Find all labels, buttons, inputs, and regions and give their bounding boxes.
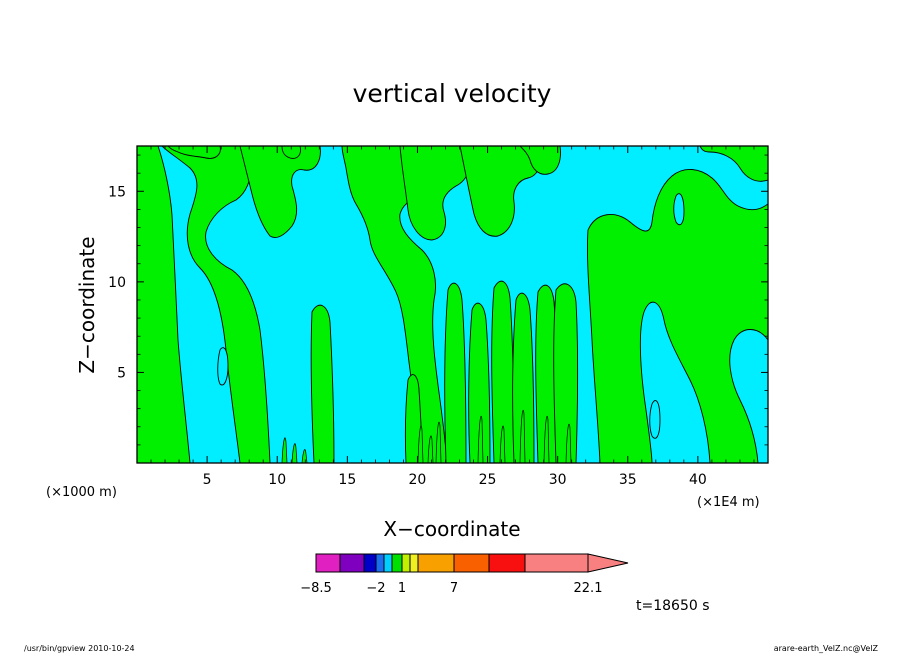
- colorbar-segment: [315, 553, 341, 573]
- x-tick-label: 30: [549, 472, 567, 488]
- footer-left: /usr/bin/gpview 2010-10-24: [24, 644, 135, 653]
- surface-noise: [291, 443, 298, 463]
- colorbar-tick-label: 22.1: [574, 581, 603, 596]
- footer-right: arare-earth_VelZ.nc@VelZ: [774, 644, 879, 653]
- colorbar-extension-arrow: [587, 553, 629, 573]
- colorbar-ticks: −8.5 −2 1 7 22.1: [300, 581, 602, 596]
- surface-noise: [565, 423, 572, 463]
- time-label: t=18650 s: [636, 598, 710, 614]
- positive-region: [699, 146, 768, 182]
- positive-region: [553, 283, 578, 463]
- x-tick-label: 35: [619, 472, 637, 488]
- positive-region: [399, 146, 472, 241]
- surface-noise: [281, 437, 288, 463]
- colorbar-segment: [375, 553, 385, 573]
- positive-region: [310, 304, 335, 463]
- positive-region: [161, 146, 271, 463]
- y-tick-label: 5: [117, 365, 126, 381]
- x-axis-unit: (×1E4 m): [697, 495, 760, 510]
- chart-title: vertical velocity: [353, 79, 552, 108]
- plot-area: [137, 146, 768, 463]
- colorbar-tick-label: 7: [450, 581, 458, 596]
- y-tick-label: 15: [108, 184, 126, 200]
- x-tick-label: 5: [203, 472, 212, 488]
- x-tick-label: 15: [338, 472, 356, 488]
- colorbar-segment: [383, 553, 393, 573]
- positive-region: [341, 146, 448, 463]
- colorbar-segment: [339, 553, 365, 573]
- surface-noise: [543, 415, 550, 463]
- colorbar-tick-label: 1: [398, 581, 406, 596]
- x-tick-label: 10: [268, 472, 286, 488]
- colorbar-segment: [401, 553, 411, 573]
- surface-noise: [519, 409, 526, 463]
- positive-velocity-regions: [137, 146, 768, 463]
- y-tick-label: 10: [108, 275, 126, 291]
- colorbar-segment: [391, 553, 403, 573]
- positive-region: [512, 292, 535, 463]
- y-axis-ticks: 5 10 15: [108, 154, 768, 446]
- surface-noise: [435, 421, 442, 463]
- negative-pocket: [649, 400, 661, 439]
- surface-noise: [477, 415, 484, 463]
- x-axis-ticks: 5 10 15 20 25 30 35 40: [150, 146, 755, 488]
- surface-noise: [499, 425, 506, 463]
- colorbar-segment: [524, 553, 589, 573]
- positive-region: [444, 282, 467, 463]
- x-tick-label: 20: [409, 472, 427, 488]
- positive-region: [459, 146, 542, 237]
- colorbar-tick-label: −2: [366, 581, 385, 596]
- x-tick-label: 25: [479, 472, 497, 488]
- y-axis-title: Z−coordinate: [75, 236, 99, 373]
- x-axis-title: X−coordinate: [383, 517, 520, 541]
- positive-region: [239, 146, 321, 238]
- positive-region: [519, 146, 561, 175]
- surface-noise: [427, 435, 434, 463]
- colorbar-segment: [363, 553, 377, 573]
- positive-region: [281, 146, 301, 159]
- colorbar-tick-label: −8.5: [300, 581, 332, 596]
- surface-noise: [417, 425, 424, 463]
- colorbar-segment: [453, 553, 490, 573]
- positive-region: [137, 146, 191, 463]
- negative-pocket: [217, 347, 229, 386]
- positive-region: [587, 169, 768, 463]
- plot-frame: [136, 145, 769, 464]
- x-tick-label: 40: [689, 472, 707, 488]
- colorbar-segment: [488, 553, 526, 573]
- surface-noise: [301, 449, 308, 463]
- negative-pocket: [673, 193, 685, 226]
- positive-region: [468, 302, 491, 463]
- colorbar-segment: [417, 553, 455, 573]
- colorbar-segment: [409, 553, 419, 573]
- colorbar: [315, 553, 629, 573]
- y-axis-unit: (×1000 m): [46, 485, 117, 500]
